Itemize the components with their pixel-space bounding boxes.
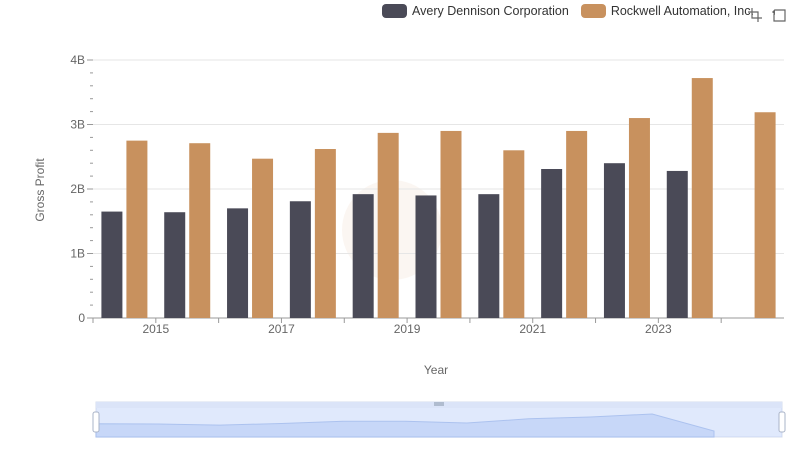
zoom-preview-area xyxy=(95,413,715,438)
bar-rockwell-2023[interactable] xyxy=(691,78,713,318)
bar-avery-2020[interactable] xyxy=(478,194,500,318)
zoom-handle-right[interactable] xyxy=(778,411,786,433)
bar-rockwell-2024[interactable] xyxy=(754,112,776,319)
y-tick-label: 3B xyxy=(70,118,85,132)
bar-rockwell-2016[interactable] xyxy=(252,158,274,318)
bar-avery-2016[interactable] xyxy=(227,208,249,318)
x-tick-label: 2023 xyxy=(645,322,672,336)
legend-swatch-rockwell xyxy=(580,4,606,18)
bar-avery-2017[interactable] xyxy=(289,201,311,318)
restore-icon[interactable] xyxy=(770,6,788,24)
x-axis-title: Year xyxy=(424,363,448,377)
bar-rockwell-2022[interactable] xyxy=(628,118,650,318)
bar-avery-2021[interactable] xyxy=(541,169,563,318)
bar-avery-2018[interactable] xyxy=(352,194,374,318)
legend-label-rockwell: Rockwell Automation, Inc. xyxy=(610,4,754,18)
x-tick-label: 2019 xyxy=(394,322,421,336)
legend-item-rockwell[interactable]: Rockwell Automation, Inc. xyxy=(580,4,754,18)
y-axis-title: Gross Profit xyxy=(33,158,47,222)
bar-avery-2014[interactable] xyxy=(101,211,123,318)
bar-rockwell-2018[interactable] xyxy=(377,132,399,318)
bar-rockwell-2015[interactable] xyxy=(189,143,211,318)
x-tick-label: 2015 xyxy=(142,322,169,336)
toolbox xyxy=(746,6,788,24)
y-axis: 0 1B 2B 3B 4B xyxy=(70,53,93,325)
bar-rockwell-2020[interactable] xyxy=(503,150,525,318)
y-tick-label: 4B xyxy=(70,53,85,67)
bar-avery-2019[interactable] xyxy=(415,195,437,318)
x-tick-label: 2021 xyxy=(519,322,546,336)
bar-rockwell-2014[interactable] xyxy=(126,140,148,318)
bar-avery-2022[interactable] xyxy=(603,163,625,318)
legend: Avery Dennison Corporation Rockwell Auto… xyxy=(382,4,766,18)
x-tick-label: 2017 xyxy=(268,322,295,336)
bar-avery-2015[interactable] xyxy=(164,212,186,318)
bars xyxy=(101,78,776,319)
y-tick-label: 0 xyxy=(78,311,85,325)
zoom-move-handle[interactable] xyxy=(434,402,444,406)
zoom-handle-left[interactable] xyxy=(92,411,100,433)
zoom-icon[interactable] xyxy=(746,6,764,24)
bar-rockwell-2019[interactable] xyxy=(440,130,462,318)
data-zoom-slider[interactable] xyxy=(92,401,786,438)
legend-label-avery: Avery Dennison Corporation xyxy=(412,4,569,18)
legend-swatch-avery xyxy=(382,4,407,18)
legend-item-avery[interactable]: Avery Dennison Corporation xyxy=(382,4,569,18)
y-tick-label: 1B xyxy=(70,247,85,261)
bar-rockwell-2021[interactable] xyxy=(566,130,588,318)
y-tick-label: 2B xyxy=(70,182,85,196)
bar-rockwell-2017[interactable] xyxy=(314,149,336,318)
x-axis: 2015 2017 2019 2021 2023 xyxy=(92,318,722,336)
bar-avery-2023[interactable] xyxy=(666,170,688,318)
